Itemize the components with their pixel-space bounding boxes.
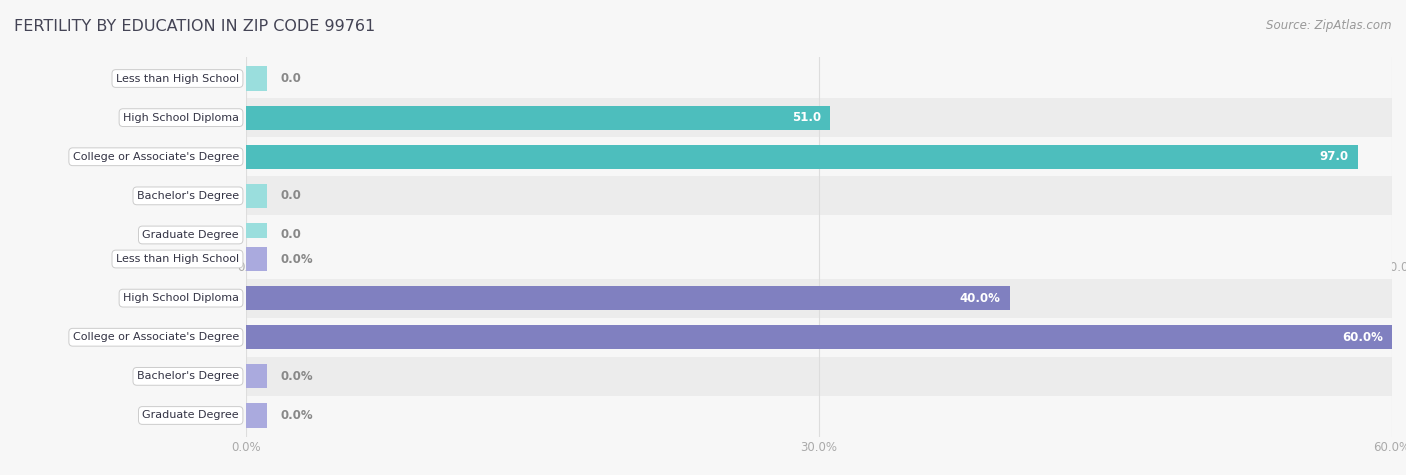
Bar [246, 325, 1392, 350]
Bar [246, 184, 267, 208]
Bar [246, 278, 1392, 318]
Text: 0.0: 0.0 [280, 190, 301, 202]
Bar [246, 66, 267, 91]
Text: 0.0%: 0.0% [280, 370, 314, 383]
Text: High School Diploma: High School Diploma [122, 293, 239, 303]
Bar [246, 396, 1392, 435]
Text: High School Diploma: High School Diploma [122, 113, 239, 123]
Text: Less than High School: Less than High School [115, 254, 239, 264]
Bar [246, 239, 1392, 278]
Bar [246, 364, 267, 389]
Text: Graduate Degree: Graduate Degree [142, 230, 239, 240]
Text: 40.0%: 40.0% [960, 292, 1001, 304]
Text: 97.0: 97.0 [1319, 150, 1348, 163]
Bar [246, 59, 1392, 98]
Bar [246, 403, 267, 428]
Bar [246, 357, 1392, 396]
Text: 0.0: 0.0 [280, 228, 301, 241]
Bar [246, 105, 831, 130]
Bar [246, 216, 1392, 255]
Text: FERTILITY BY EDUCATION IN ZIP CODE 99761: FERTILITY BY EDUCATION IN ZIP CODE 99761 [14, 19, 375, 34]
Bar [246, 247, 267, 271]
Text: Bachelor's Degree: Bachelor's Degree [136, 191, 239, 201]
Bar [246, 223, 267, 247]
Text: 0.0%: 0.0% [280, 409, 314, 422]
Bar [246, 137, 1392, 176]
Text: 0.0: 0.0 [280, 72, 301, 85]
Text: College or Associate's Degree: College or Associate's Degree [73, 152, 239, 162]
Bar [246, 176, 1392, 216]
Text: 0.0%: 0.0% [280, 253, 314, 266]
Bar [246, 286, 1010, 310]
Bar [246, 144, 1358, 169]
Bar [246, 318, 1392, 357]
Text: Bachelor's Degree: Bachelor's Degree [136, 371, 239, 381]
Text: College or Associate's Degree: College or Associate's Degree [73, 332, 239, 342]
Text: Source: ZipAtlas.com: Source: ZipAtlas.com [1267, 19, 1392, 32]
Text: 51.0: 51.0 [792, 111, 821, 124]
Bar [246, 98, 1392, 137]
Text: 60.0%: 60.0% [1341, 331, 1382, 344]
Text: Less than High School: Less than High School [115, 74, 239, 84]
Text: Graduate Degree: Graduate Degree [142, 410, 239, 420]
